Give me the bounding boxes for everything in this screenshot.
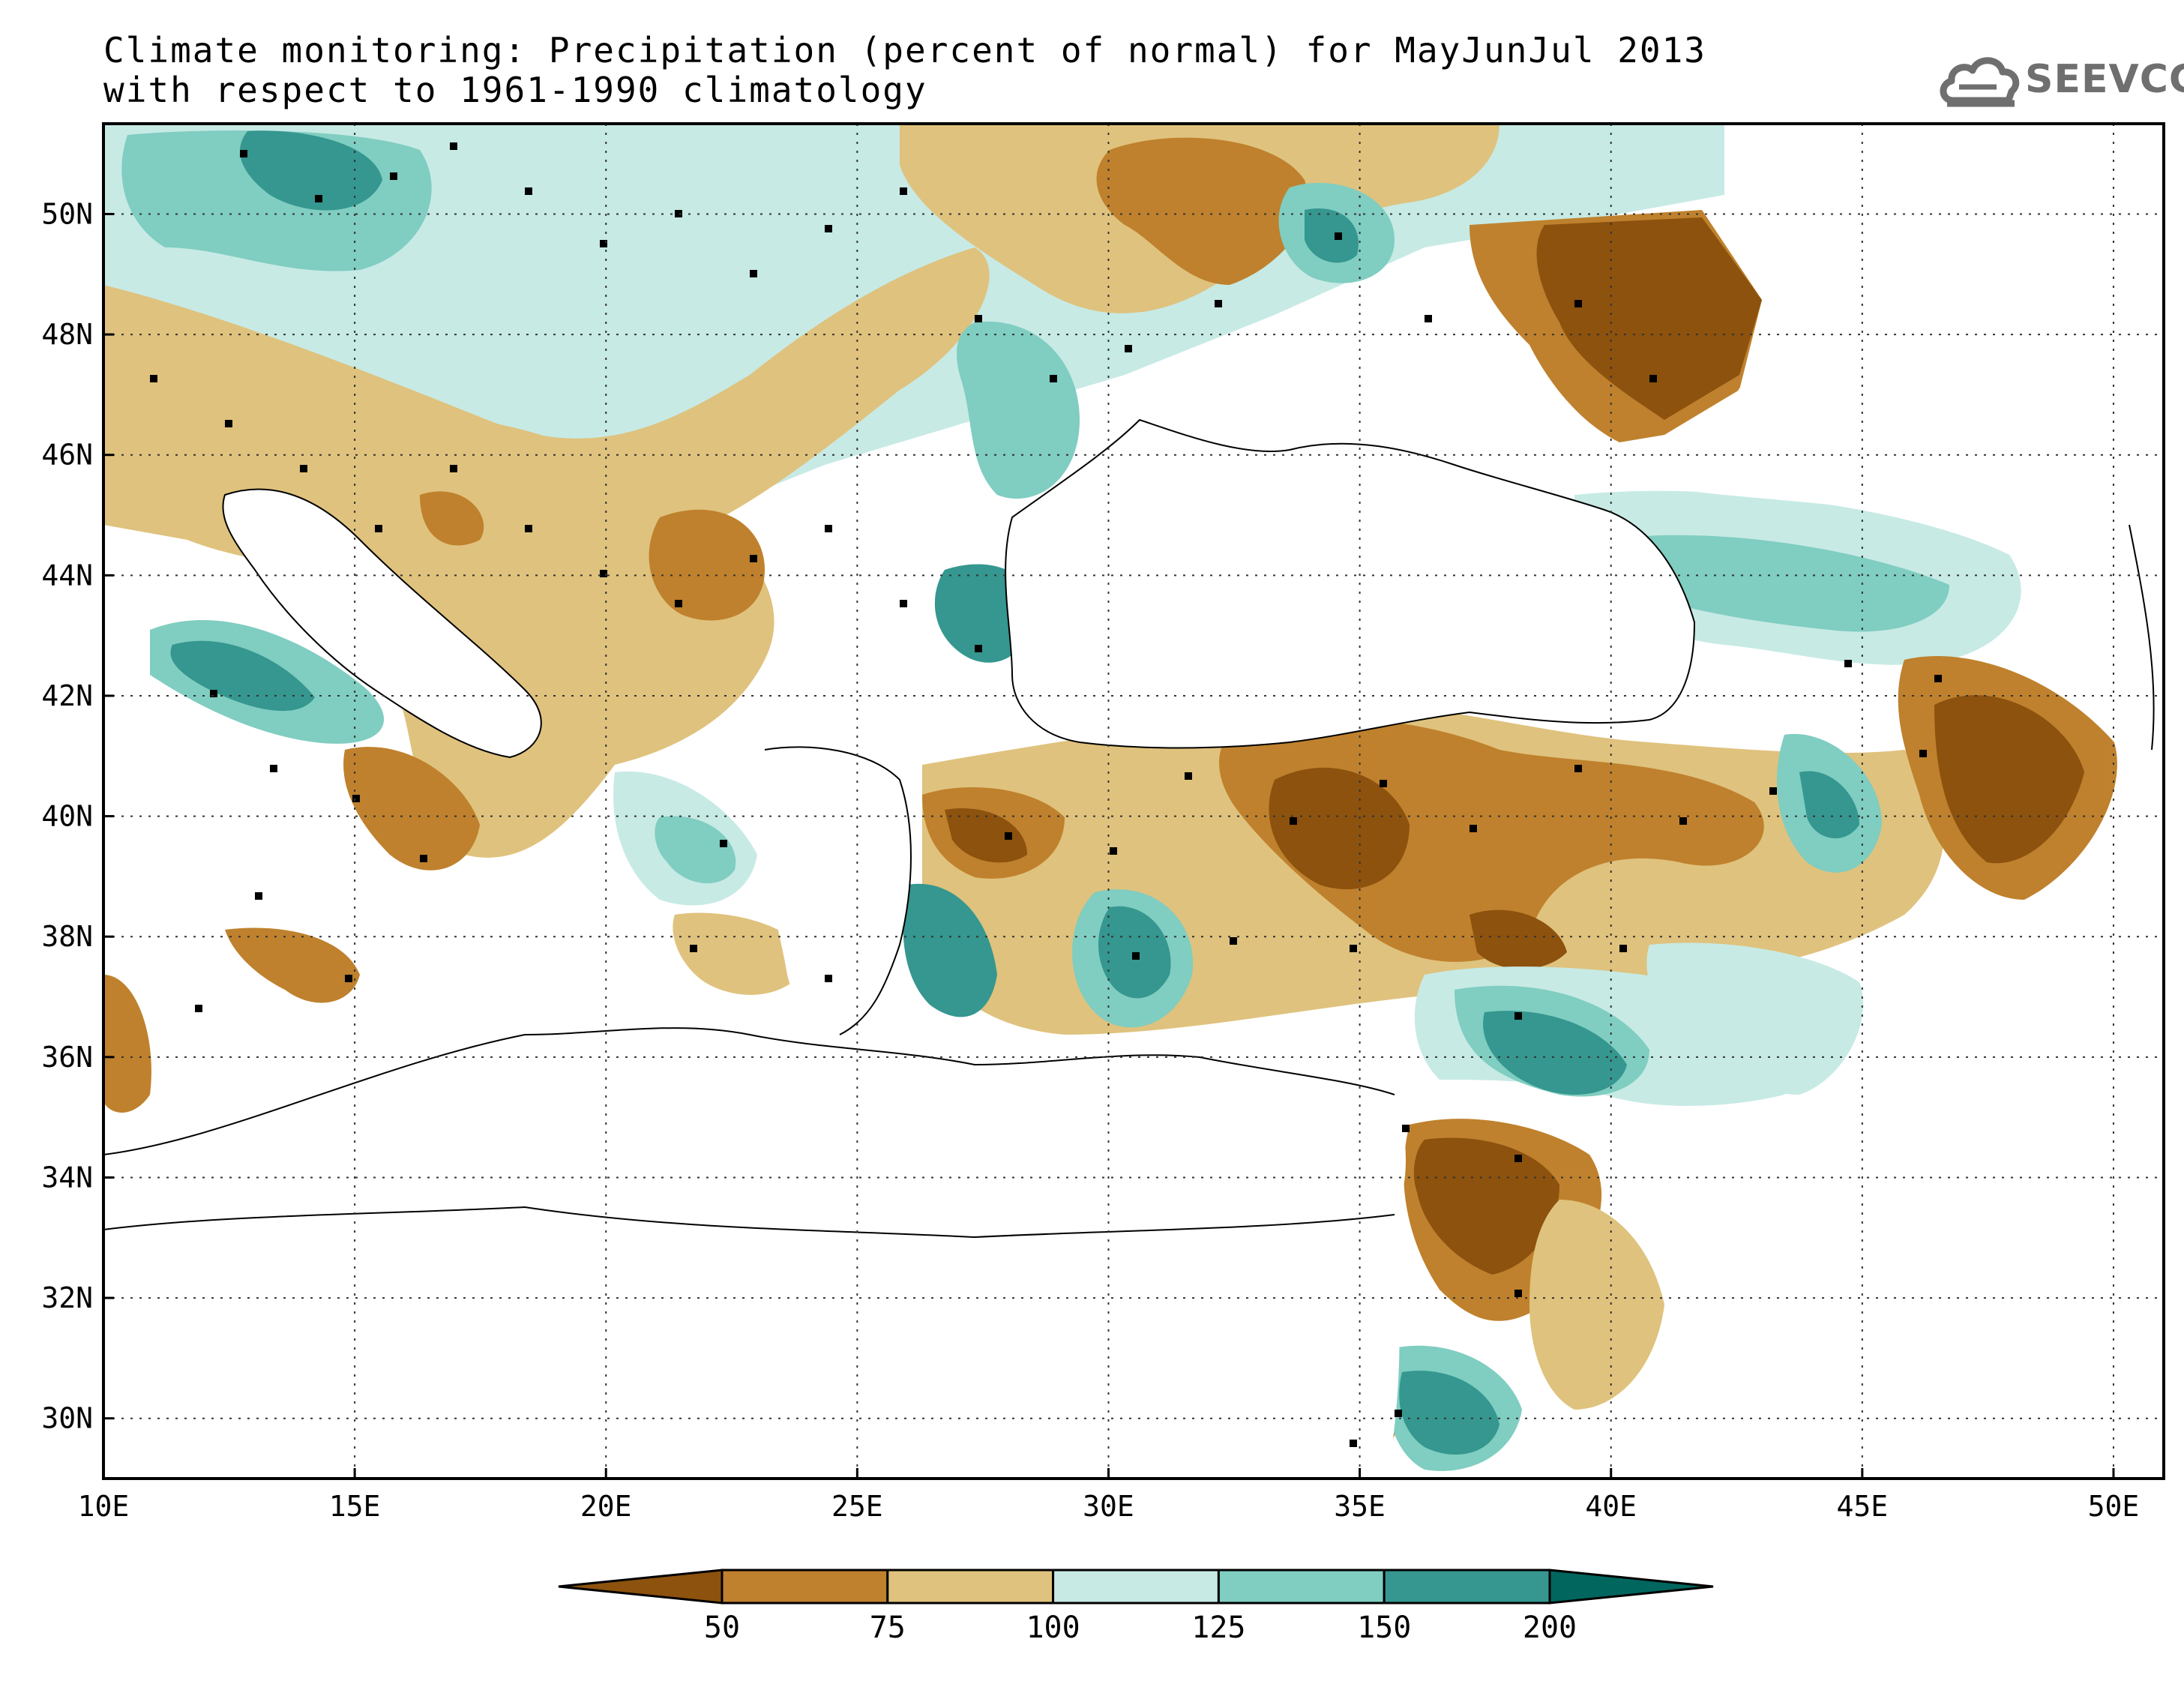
region-central-anatolia-dark — [1269, 767, 1410, 890]
region-jordan-teal-dark — [1399, 1371, 1499, 1455]
region-aegean-teal — [903, 883, 997, 1017]
colorbar-segment — [1383, 1569, 1551, 1605]
colorbar-segment — [886, 1569, 1055, 1605]
lon-tick-label: 40E — [1585, 1490, 1637, 1523]
map-title: Climate monitoring: Precipitation (perce… — [103, 30, 1706, 70]
lat-tick-label: 40N — [41, 800, 93, 833]
map-subtitle: with respect to 1961-1990 climatology — [103, 70, 927, 110]
cloud-icon — [1940, 57, 2020, 107]
colorbar-label: 50 — [704, 1611, 740, 1645]
seevccc-logo: SEEVCCC — [1937, 51, 2184, 111]
region-serbia-brown — [649, 509, 765, 621]
region-peloponnese — [673, 912, 810, 995]
colorbar-segment — [1217, 1569, 1386, 1605]
colorbar-label: 125 — [1191, 1611, 1245, 1645]
lon-tick-label: 25E — [831, 1490, 883, 1523]
lat-tick-label: 50N — [41, 197, 93, 230]
region-levant-dark — [1413, 1137, 1559, 1275]
caspian-coast — [2129, 524, 2155, 751]
lat-tick-label: 46N — [41, 439, 93, 472]
colorbar-label: 100 — [1026, 1611, 1080, 1645]
colorbar-label: 150 — [1357, 1611, 1411, 1645]
graticule — [103, 124, 2164, 1479]
region-east-ukraine-dark — [1536, 217, 1762, 420]
adriatic-sea — [223, 489, 541, 757]
logo-text: SEEVCCC — [2025, 57, 2184, 102]
colorbar: 50 75 100 125 150 200 — [558, 1569, 1714, 1645]
lat-tick-label: 30N — [41, 1402, 93, 1435]
lon-tick-label: 15E — [329, 1490, 381, 1523]
black-sea — [1005, 420, 1694, 748]
region-west-anatolia-dark — [945, 808, 1027, 863]
lon-tick-label: 45E — [1837, 1490, 1889, 1523]
lat-tick-label: 48N — [41, 318, 93, 351]
colorbar-label: 75 — [870, 1611, 906, 1645]
lat-tick-label: 36N — [41, 1041, 93, 1074]
coastlines — [103, 418, 2155, 1239]
lat-tick-label: 44N — [41, 559, 93, 592]
region-ukraine-brown — [1096, 137, 1308, 285]
region-armenia-teal-dark — [1799, 771, 1859, 839]
lon-tick-label: 35E — [1334, 1490, 1386, 1523]
region-czech-teal-dark — [240, 130, 382, 211]
map-axes: 10E 15E 20E 25E 30E 35E 40E 45E 50E 30N 32N 34N 36N 3… — [41, 197, 2139, 1523]
aegean-sea — [759, 747, 911, 1035]
mediterranean-sea — [103, 1028, 1406, 1233]
region-ukraine-teal-dark — [1305, 208, 1359, 263]
unshaded-east — [1635, 124, 2164, 1479]
lat-tick-label: 32N — [41, 1281, 93, 1314]
region-central-italy-dark — [170, 640, 315, 712]
lon-tick-label: 50E — [2088, 1490, 2140, 1523]
region-slovenia-brown — [420, 491, 484, 546]
africa-coast — [103, 1206, 1395, 1239]
africa-land — [103, 1230, 1400, 1479]
lat-tick-label: 42N — [41, 679, 93, 712]
lon-tick-label: 10E — [78, 1490, 130, 1523]
aegean-coast — [764, 746, 912, 1035]
lat-tick-label: 34N — [41, 1161, 93, 1194]
region-south-italy — [343, 747, 480, 870]
mediterranean-coast — [103, 1027, 1395, 1155]
map-frame — [102, 122, 2165, 1480]
station-markers — [150, 142, 1942, 1447]
colorbar-low-arrow — [558, 1569, 724, 1605]
region-iraq-tan — [1646, 942, 1864, 1095]
region-anatolia-dark-east — [1469, 909, 1567, 969]
region-azerbaijan-dark — [1934, 695, 2084, 864]
colorbar-segment — [721, 1569, 889, 1605]
colorbar-segment — [1052, 1569, 1220, 1605]
region-sicily — [225, 927, 360, 1003]
lon-tick-label: 20E — [580, 1490, 632, 1523]
colorbar-high-arrow — [1548, 1569, 1714, 1605]
adriatic-coast — [222, 488, 542, 759]
region-syria-teal-dark — [1483, 1011, 1627, 1095]
colorbar-label: 200 — [1523, 1611, 1577, 1645]
precipitation-field — [103, 124, 2164, 1479]
region-sardinia — [103, 975, 151, 1113]
region-jordan-tan — [1529, 1200, 1664, 1410]
region-greece-teal-mid — [655, 816, 736, 884]
lat-tick-label: 38N — [41, 920, 93, 953]
region-georgia-teal-mid — [1604, 535, 1949, 632]
black-sea-coast — [1005, 418, 1696, 749]
lon-tick-label: 30E — [1083, 1490, 1134, 1523]
